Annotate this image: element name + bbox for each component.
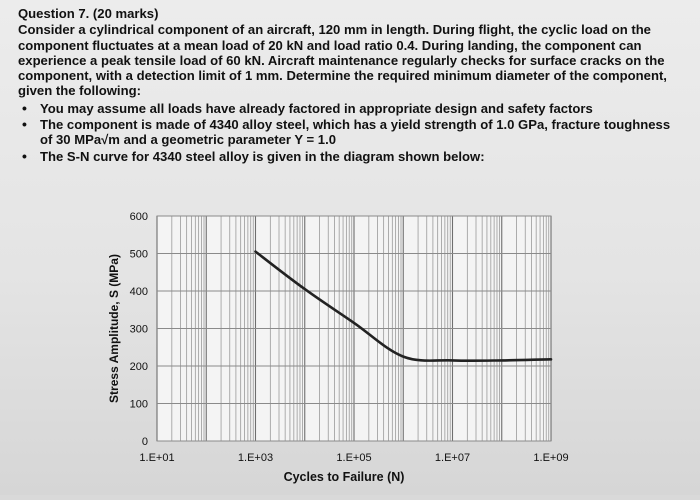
y-tick-label: 400 bbox=[130, 286, 148, 298]
y-tick-label: 100 bbox=[130, 399, 148, 411]
y-tick-label: 200 bbox=[130, 361, 148, 373]
chart-grid bbox=[156, 215, 552, 442]
bullet-item: The S-N curve for 4340 steel alloy is gi… bbox=[22, 149, 680, 165]
sn-curve bbox=[254, 250, 553, 363]
y-tick-label: 600 bbox=[130, 211, 148, 223]
chart-series bbox=[254, 250, 553, 363]
x-tick-label: 1.E+09 bbox=[533, 452, 568, 464]
bullet-item: The component is made of 4340 alloy stee… bbox=[22, 117, 680, 148]
y-axis-label: Stress Amplitude, S (MPa) bbox=[107, 254, 121, 403]
x-axis-label: Cycles to Failure (N) bbox=[284, 470, 405, 484]
x-tick-labels: 1.E+01 1.E+03 1.E+05 1.E+07 1.E+09 bbox=[139, 452, 568, 464]
question-text: Question 7. (20 marks) Consider a cylind… bbox=[18, 6, 680, 165]
x-tick-label: 1.E+01 bbox=[139, 452, 174, 464]
y-tick-labels: 0 100 200 300 400 500 600 bbox=[130, 211, 148, 448]
x-tick-label: 1.E+07 bbox=[435, 452, 470, 464]
sn-chart: 0 100 200 300 400 500 600 1.E+01 1.E+03 1.E+05 1.… bbox=[100, 200, 590, 495]
x-tick-label: 1.E+05 bbox=[336, 452, 371, 464]
bullet-list: You may assume all loads have already fa… bbox=[18, 101, 680, 164]
bullet-item: You may assume all loads have already fa… bbox=[22, 101, 680, 117]
y-tick-label: 300 bbox=[130, 324, 148, 336]
x-tick-label: 1.E+03 bbox=[238, 452, 273, 464]
y-tick-label: 0 bbox=[142, 436, 148, 448]
y-tick-label: 500 bbox=[130, 249, 148, 261]
question-body: Consider a cylindrical component of an a… bbox=[18, 22, 667, 99]
question-title: Question 7. (20 marks) bbox=[18, 6, 159, 21]
